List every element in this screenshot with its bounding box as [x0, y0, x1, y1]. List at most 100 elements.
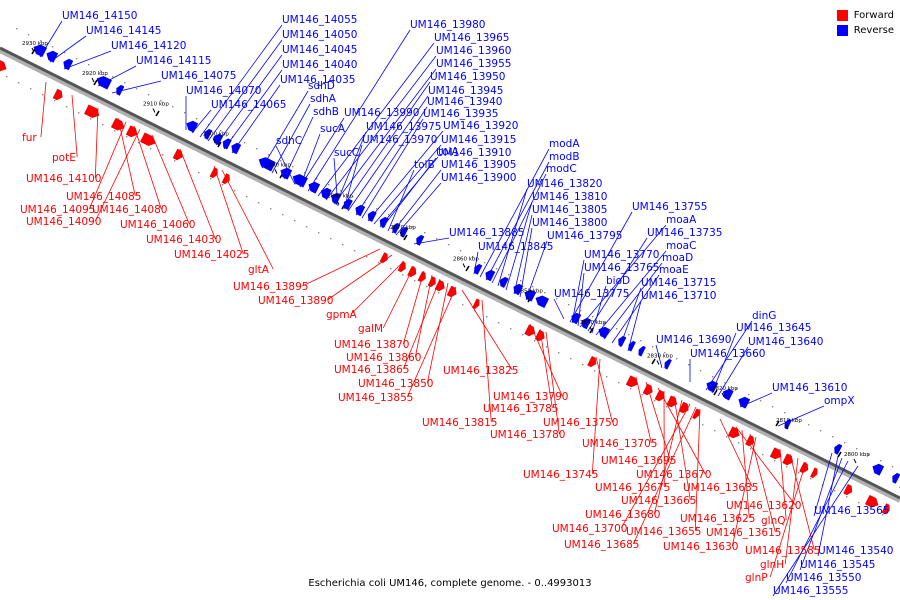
- reverse-gene-label: UM146_14045: [282, 44, 357, 56]
- reverse-gene-label: UM146_13945: [428, 85, 503, 97]
- scale-tick: [399, 231, 403, 237]
- reverse-leader-line: [275, 145, 296, 185]
- reverse-gene-arrow: [416, 234, 425, 246]
- reverse-leader-line: [611, 274, 660, 344]
- forward-gene-label: potE: [52, 152, 76, 164]
- reverse-leader-line: [627, 300, 642, 352]
- track-dot: [354, 250, 356, 252]
- reverse-gene-label: UM146_13845: [478, 241, 553, 253]
- track-dot: [388, 214, 390, 216]
- reverse-gene-label: UM146_13820: [527, 178, 602, 190]
- reverse-gene-label: UM146_13805: [532, 204, 607, 216]
- track-dot: [738, 442, 740, 444]
- forward-gene-label: UM146_13895: [233, 281, 308, 293]
- track-dot: [594, 370, 596, 372]
- reverse-gene-label: UM146_13715: [641, 277, 716, 289]
- reverse-gene-label: UM146_13990: [344, 107, 419, 119]
- track-dot: [88, 64, 90, 66]
- reverse-gene-label: modA: [549, 138, 580, 150]
- forward-gene-label: glnQ: [761, 515, 786, 527]
- forward-leader-line: [595, 356, 613, 423]
- reverse-gene-label: UM146_14120: [111, 40, 186, 52]
- reverse-gene-arrow: [485, 269, 496, 282]
- dash-mark: [465, 265, 470, 272]
- reverse-leader-line: [361, 118, 424, 219]
- reverse-gene-label: UM146_13755: [632, 201, 707, 213]
- forward-gene-arrow: [769, 447, 782, 460]
- reverse-leader-line: [199, 24, 283, 138]
- forward-gene-arrow: [434, 279, 445, 292]
- track-dot: [498, 322, 500, 324]
- reverse-leader-line: [215, 54, 283, 146]
- forward-leader-line: [382, 265, 415, 329]
- forward-gene-label: UM146_14085: [66, 191, 141, 203]
- reverse-gene-label: UM146_14145: [86, 25, 161, 37]
- forward-gene-label: UM146_13825: [443, 365, 518, 377]
- forward-leader-line: [735, 426, 796, 506]
- dash-mark: [837, 451, 842, 458]
- track-dot: [714, 430, 716, 432]
- reverse-leader-line: [379, 156, 439, 228]
- reverse-gene-label: UM146_13555: [773, 585, 848, 597]
- reverse-leader-line: [553, 298, 565, 320]
- reverse-gene-label: UM146_14075: [161, 70, 236, 82]
- forward-swatch: [836, 10, 848, 21]
- reverse-leader-line: [231, 84, 281, 154]
- track-dot: [378, 262, 380, 264]
- reverse-gene-label: sdhA: [310, 93, 337, 105]
- track-dot: [892, 466, 894, 468]
- reverse-leader-line: [772, 465, 859, 597]
- track-dot: [124, 82, 126, 84]
- scale-label: 2910 kbp: [143, 102, 169, 108]
- forward-gene-label: UM146_14025: [174, 249, 249, 261]
- track-dot: [558, 352, 560, 354]
- forward-gene-arrow: [52, 88, 63, 101]
- reverse-leader-line: [479, 148, 550, 278]
- forward-leader-line: [632, 406, 697, 545]
- scale-label: 2810 kbp: [776, 418, 802, 424]
- track-dot: [604, 322, 606, 324]
- reverse-gene-label: tolB: [414, 159, 435, 171]
- track-dot: [582, 364, 584, 366]
- reverse-gene-label: UM146_13550: [786, 572, 861, 584]
- legend-reverse-label: Reverse: [853, 25, 894, 36]
- scale-label: 2820 kbp: [712, 386, 738, 392]
- forward-gene-arrow: [881, 503, 890, 515]
- forward-leader-line: [539, 328, 553, 409]
- track-dot: [162, 154, 164, 156]
- reverse-gene-arrow: [33, 44, 48, 58]
- track-dot: [138, 142, 140, 144]
- reverse-leader-line: [97, 65, 137, 87]
- track-dot: [724, 382, 726, 384]
- forward-leader-line: [88, 121, 127, 210]
- track-dot: [846, 496, 848, 498]
- forward-leader-line: [635, 376, 652, 444]
- reverse-leader-line: [717, 346, 749, 397]
- forward-leader-line: [414, 274, 433, 358]
- forward-gene-label: UM146_13785: [483, 403, 558, 415]
- reverse-leader-line: [261, 90, 309, 169]
- forward-leader-line: [133, 125, 162, 210]
- reverse-gene-label: moaD: [662, 252, 693, 264]
- forward-leader-line: [741, 429, 750, 519]
- track-dot: [510, 328, 512, 330]
- reverse-gene-label: moaC: [666, 240, 696, 252]
- reverse-gene-arrow: [638, 345, 646, 357]
- forward-gene-label: UM146_13670: [636, 469, 711, 481]
- reverse-leader-line: [785, 460, 849, 584]
- forward-leader-line: [784, 457, 799, 565]
- reverse-gene-label: sdhD: [308, 80, 335, 92]
- reverse-leader-line: [49, 35, 87, 63]
- reverse-leader-line: [777, 405, 825, 427]
- forward-leader-line: [402, 278, 441, 370]
- track-dot: [796, 418, 798, 420]
- track-dot: [328, 184, 330, 186]
- track-dot: [184, 112, 186, 114]
- reverse-leader-line: [347, 95, 429, 212]
- dash-mark: [155, 110, 160, 117]
- forward-leader-line: [94, 107, 99, 179]
- track-dot: [78, 112, 80, 114]
- forward-gene-label: UM146_14080: [92, 204, 167, 216]
- forward-leader-line: [545, 331, 560, 435]
- reverse-gene-arrow: [834, 443, 843, 455]
